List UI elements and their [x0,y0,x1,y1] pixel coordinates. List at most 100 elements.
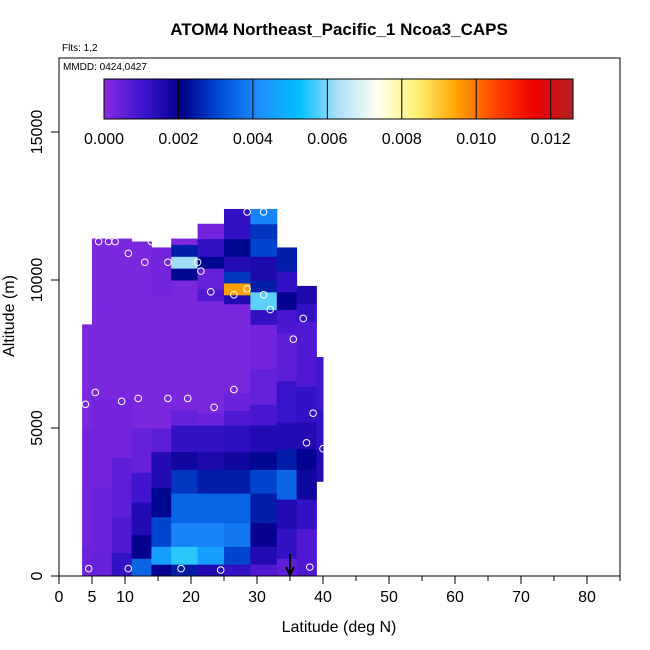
heatmap-cell [197,223,225,240]
heatmap-cell [92,238,113,311]
heatmap-cell [197,469,225,494]
colorbar-tick-label: 0.004 [233,131,273,148]
heatmap-cell [151,487,172,518]
observation-point [124,249,133,258]
heatmap-cell [316,356,324,411]
x-tick-label: 80 [578,589,596,606]
heatmap-cell [224,282,251,296]
observation-point [259,291,268,299]
heatmap-cell [316,448,324,482]
observation-point [84,564,93,573]
heatmap-cell [276,309,298,334]
heatmap-cell [250,451,278,470]
heatmap-cell [224,223,251,240]
colorbar-tick-label: 0.008 [382,131,422,148]
heatmap-cell [250,404,278,426]
heatmap-cell [250,280,278,293]
heatmap-cell [276,291,298,311]
heatmap-cell [224,564,251,577]
colorbar-tick-label: 0.012 [531,131,571,148]
heatmap-cell [197,256,225,269]
heatmap-cell [224,425,251,453]
heatmap-cell [224,451,251,470]
heatmap-cell [250,309,278,325]
heatmap-cell [296,469,317,500]
heatmap-cell [111,516,133,553]
heatmap-cell [131,428,152,473]
heatmap-cell [151,516,172,547]
observation-point [147,237,156,246]
observation-point [243,285,251,293]
heatmap-cell [111,238,133,399]
heatmap-cell [224,493,251,524]
heatmap-cell [151,451,172,488]
observation-point [117,397,126,406]
observation-point [309,409,317,418]
observation-point [207,288,215,296]
heatmap-cell [224,303,251,393]
heatmap-cell [250,324,278,370]
heatmap-cell [171,493,199,524]
colorbar-tick-label: 0.010 [456,131,496,148]
colorbar-tick-label: 0.006 [307,131,347,148]
observation-point [266,305,275,314]
heatmap-cell [92,552,113,577]
heatmap-cell [250,368,278,405]
mmdd-annotation: MMDD: 0424,0427 [63,62,147,73]
x-tick-label: 30 [248,589,266,606]
heatmap-cell [250,256,278,281]
heatmap-cell [250,493,278,524]
chart-title: ATOM4 Northeast_Pacific_1 Ncoa3_CAPS [170,20,508,39]
x-axis: 0 10 20 30 40 50 60 70 80 5 [55,576,621,606]
heatmap-cell [171,522,199,547]
heatmap-cell [171,425,199,453]
y-tick-label: 5000 [29,410,46,446]
heatmap-cell [224,522,251,547]
observation-point [81,400,90,409]
heatmap-cell [171,469,199,494]
observation-point [319,444,327,453]
observation-point [216,566,225,574]
heatmap-cell [296,303,317,322]
heatmap-cell [224,294,251,305]
observation-point [289,335,298,344]
heatmap-cell [82,428,93,547]
x-axis-label: Latitude (deg N) [282,619,397,636]
heatmap-cell [111,457,133,518]
heatmap-cell [224,410,251,426]
observation-point [91,388,100,397]
x-tick-label: 10 [116,589,134,606]
heatmap-cell [82,324,93,429]
heatmap-cell [151,247,172,296]
heatmap-cell [224,256,251,272]
heatmap-cell [131,472,152,503]
observation-point [177,564,185,573]
heatmap-cell [276,448,298,470]
y-axis-label: Altitude (m) [1,275,18,357]
heatmap-cell [250,546,278,565]
observation-points [81,208,327,574]
arrow-head [285,566,295,578]
y-axis: 0 5000 10000 15000 [29,110,59,580]
heatmap-cell [171,244,199,257]
heatmap-cell [197,564,225,577]
heatmap-cell [131,534,152,559]
heatmap-cell [296,285,317,305]
heatmap-cell [171,280,199,411]
heatmap-cell [111,552,133,577]
observation-point [164,258,172,267]
heatmap-cell [92,398,113,488]
plot-frame [58,57,621,577]
heatmap-cell [171,268,199,281]
heatmap-cell [151,564,172,577]
heatmap-cell [224,238,251,257]
x-tick-label: 40 [314,589,332,606]
observation-point [134,394,142,403]
heatmap-cell [151,294,172,429]
heatmap-cell [250,522,278,547]
observation-point [141,258,149,267]
heatmap-cell [276,469,298,500]
heatmap-cell [171,451,199,470]
heatmap-cell [250,564,278,577]
